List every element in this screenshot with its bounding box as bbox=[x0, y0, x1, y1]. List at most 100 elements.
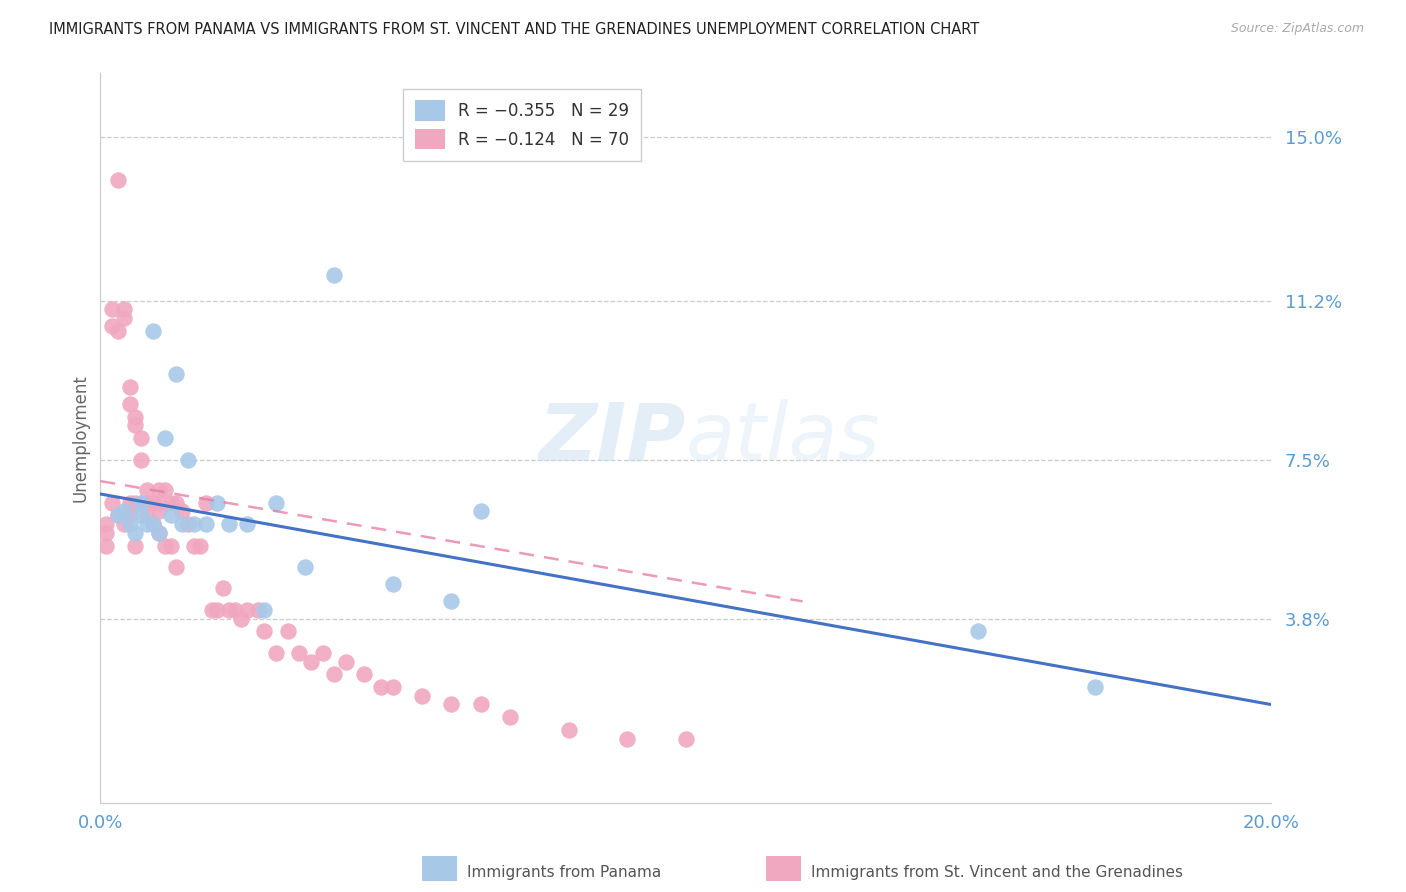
Point bbox=[136, 495, 159, 509]
Point bbox=[499, 710, 522, 724]
Point bbox=[294, 560, 316, 574]
Point bbox=[277, 624, 299, 639]
Point bbox=[675, 731, 697, 746]
Point bbox=[235, 517, 257, 532]
Point bbox=[118, 508, 141, 523]
Point bbox=[142, 517, 165, 532]
Point bbox=[381, 577, 404, 591]
Point bbox=[136, 483, 159, 497]
Point bbox=[264, 495, 287, 509]
Point bbox=[148, 525, 170, 540]
Point bbox=[131, 431, 153, 445]
Point bbox=[131, 495, 153, 509]
Point bbox=[136, 517, 159, 532]
Text: Immigrants from Panama: Immigrants from Panama bbox=[467, 865, 661, 880]
Point bbox=[118, 397, 141, 411]
Point bbox=[165, 495, 187, 509]
Point bbox=[194, 495, 217, 509]
Point bbox=[131, 508, 153, 523]
Point bbox=[967, 624, 990, 639]
Point bbox=[124, 495, 146, 509]
Point bbox=[96, 517, 118, 532]
Point bbox=[107, 508, 129, 523]
Point bbox=[172, 504, 194, 518]
Point bbox=[381, 681, 404, 695]
Point bbox=[440, 698, 463, 712]
Point bbox=[470, 504, 492, 518]
Point bbox=[107, 173, 129, 187]
Point bbox=[370, 681, 392, 695]
Point bbox=[131, 495, 153, 509]
Point bbox=[112, 517, 135, 532]
Point bbox=[299, 655, 322, 669]
Point bbox=[323, 667, 346, 681]
Point bbox=[159, 508, 181, 523]
Point bbox=[440, 594, 463, 608]
Point bbox=[96, 539, 118, 553]
Point bbox=[200, 603, 222, 617]
Point bbox=[148, 525, 170, 540]
Point bbox=[616, 731, 638, 746]
Point bbox=[224, 603, 246, 617]
Text: Immigrants from St. Vincent and the Grenadines: Immigrants from St. Vincent and the Gren… bbox=[811, 865, 1184, 880]
Text: ZIP: ZIP bbox=[538, 399, 686, 477]
Point bbox=[136, 508, 159, 523]
Point bbox=[253, 624, 276, 639]
Point bbox=[142, 495, 165, 509]
Point bbox=[183, 539, 205, 553]
Point bbox=[124, 539, 146, 553]
Point bbox=[212, 582, 235, 596]
Point bbox=[557, 723, 579, 738]
Point bbox=[207, 495, 229, 509]
Point bbox=[118, 495, 141, 509]
Point bbox=[235, 603, 257, 617]
Point bbox=[112, 508, 135, 523]
Point bbox=[107, 324, 129, 338]
Point bbox=[153, 539, 176, 553]
Point bbox=[411, 689, 433, 703]
Point bbox=[112, 504, 135, 518]
Y-axis label: Unemployment: Unemployment bbox=[72, 375, 89, 502]
Point bbox=[118, 517, 141, 532]
Point bbox=[159, 495, 181, 509]
Point bbox=[218, 517, 240, 532]
Point bbox=[159, 539, 181, 553]
Point bbox=[124, 409, 146, 424]
Point bbox=[183, 517, 205, 532]
Point bbox=[194, 517, 217, 532]
Point bbox=[264, 646, 287, 660]
Point bbox=[177, 517, 200, 532]
Point bbox=[101, 302, 124, 317]
Point bbox=[218, 603, 240, 617]
Point bbox=[112, 302, 135, 317]
Point bbox=[253, 603, 276, 617]
Point bbox=[107, 508, 129, 523]
Point bbox=[101, 319, 124, 334]
Legend: R = −0.355   N = 29, R = −0.124   N = 70: R = −0.355 N = 29, R = −0.124 N = 70 bbox=[404, 88, 641, 161]
Point bbox=[124, 418, 146, 433]
Point bbox=[1084, 681, 1107, 695]
Point bbox=[288, 646, 311, 660]
Point bbox=[153, 431, 176, 445]
Point bbox=[148, 483, 170, 497]
Text: Source: ZipAtlas.com: Source: ZipAtlas.com bbox=[1230, 22, 1364, 36]
Point bbox=[335, 655, 357, 669]
Point bbox=[148, 504, 170, 518]
Point bbox=[96, 525, 118, 540]
Point bbox=[142, 517, 165, 532]
Point bbox=[323, 268, 346, 282]
Point bbox=[165, 560, 187, 574]
Point bbox=[229, 611, 252, 625]
Point bbox=[165, 367, 187, 381]
Point bbox=[124, 525, 146, 540]
Point bbox=[101, 495, 124, 509]
Point bbox=[188, 539, 211, 553]
Point bbox=[112, 310, 135, 325]
Text: atlas: atlas bbox=[686, 399, 880, 477]
Point bbox=[177, 452, 200, 467]
Point bbox=[207, 603, 229, 617]
Point bbox=[172, 517, 194, 532]
Text: IMMIGRANTS FROM PANAMA VS IMMIGRANTS FROM ST. VINCENT AND THE GRENADINES UNEMPLO: IMMIGRANTS FROM PANAMA VS IMMIGRANTS FRO… bbox=[49, 22, 980, 37]
Point bbox=[153, 483, 176, 497]
Point bbox=[142, 324, 165, 338]
